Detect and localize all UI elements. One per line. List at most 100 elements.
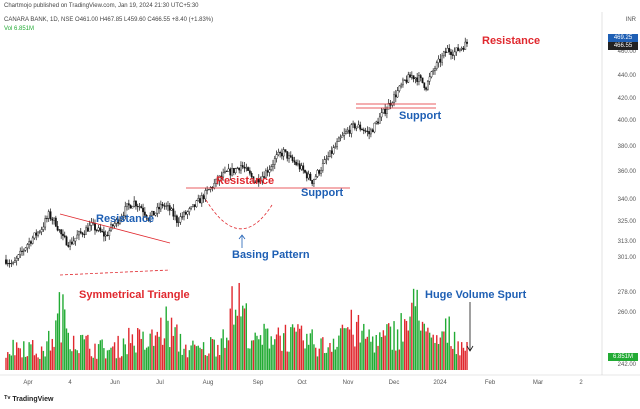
candle-body	[257, 178, 260, 183]
candle-body	[444, 51, 447, 53]
candle-body	[314, 176, 317, 180]
candle-body	[236, 167, 239, 169]
candle-body	[42, 226, 45, 230]
volume-bar	[21, 357, 23, 370]
x-tick-label: Aug	[202, 380, 214, 386]
resistance-mid-label: Resistance	[216, 175, 275, 187]
volume-bar	[450, 346, 452, 370]
candle-body	[218, 175, 221, 182]
candle-body	[263, 176, 265, 178]
volume-bar	[425, 331, 427, 370]
candle-body	[462, 47, 465, 50]
x-tick-label: 2024	[433, 380, 447, 386]
volume-bar	[348, 329, 351, 370]
volume-bar	[210, 337, 212, 370]
candle-body	[158, 206, 160, 210]
volume-bar	[201, 349, 203, 370]
candle-body	[321, 162, 324, 171]
candle-body	[108, 230, 111, 237]
candle-body	[167, 205, 169, 207]
volume-bar	[83, 339, 86, 370]
volume-bar	[412, 288, 415, 370]
candle-body	[76, 234, 79, 239]
volume-bar	[222, 329, 224, 370]
volume-bar	[281, 350, 283, 370]
candle-body	[126, 203, 128, 207]
candle-body	[28, 241, 31, 245]
volume-bar	[275, 334, 278, 370]
candle-body	[188, 208, 191, 212]
volume-bar	[55, 320, 57, 370]
candle-body	[266, 170, 269, 173]
volume-bar	[443, 331, 445, 370]
y-tick-label: 260.00	[617, 310, 636, 316]
volume-bar	[282, 333, 285, 370]
volume-bar	[432, 334, 434, 370]
volume-bar	[193, 344, 196, 370]
volume-bar	[40, 346, 43, 370]
candle-body	[37, 231, 39, 236]
candle-body	[113, 223, 116, 227]
volume-bar	[354, 346, 356, 370]
volume-bar	[204, 355, 207, 370]
volume-bar	[181, 354, 183, 370]
candle-body	[38, 231, 41, 233]
volume-bar	[386, 324, 388, 370]
candle-body	[106, 234, 109, 237]
candle-body	[272, 164, 274, 167]
volume-arrowhead	[466, 345, 474, 352]
volume-bar	[122, 338, 125, 370]
candle-body	[170, 208, 173, 211]
volume-bar	[35, 353, 37, 370]
volume-bar	[304, 348, 306, 370]
volume-bar	[186, 357, 189, 370]
volume-bar	[28, 342, 30, 370]
volume-bar	[391, 349, 393, 370]
volume-bar	[400, 313, 402, 370]
support-mid-label: Support	[301, 187, 344, 199]
candle-body	[247, 167, 249, 171]
volume-bar	[58, 292, 61, 370]
candle-body	[13, 260, 16, 263]
volume-bar	[176, 324, 178, 370]
y-tick-label: 242.00	[617, 362, 636, 368]
x-tick-label: 4	[68, 380, 72, 386]
x-tick-label: Mar	[532, 380, 544, 386]
x-tick-label: Sep	[252, 380, 264, 386]
volume-bar	[177, 351, 180, 370]
volume-bar	[121, 356, 123, 370]
candle-body	[430, 71, 433, 78]
volume-bar	[238, 282, 240, 370]
volume-bar	[434, 342, 436, 370]
candle-body	[140, 206, 143, 209]
volume-bar	[395, 350, 397, 370]
candle-body	[222, 172, 225, 178]
candle-body	[350, 124, 353, 134]
volume-bar	[88, 348, 91, 370]
volume-bar	[7, 352, 9, 370]
candle-body	[10, 263, 13, 265]
candle-body	[208, 189, 210, 191]
volume-bar	[53, 346, 55, 370]
candle-body	[197, 198, 200, 201]
volume-bar	[94, 343, 96, 370]
volume-bar	[226, 337, 228, 370]
volume-spurt-label: Huge Volume Spurt	[425, 289, 527, 301]
volume-bar	[33, 355, 36, 370]
candle-body	[323, 159, 326, 164]
volume-bar	[74, 349, 77, 370]
volume-bar	[106, 350, 109, 370]
triangle-lower-line	[59, 269, 171, 276]
volume-bar	[452, 348, 454, 370]
candle-body	[300, 165, 303, 170]
candle-body	[117, 219, 120, 224]
volume-bar	[329, 342, 331, 370]
candle-body	[464, 41, 467, 50]
candle-body	[298, 163, 301, 170]
volume-bar	[444, 318, 447, 370]
volume-box: 6.851M	[608, 353, 638, 361]
volume-bar	[113, 342, 116, 370]
volume-bar	[185, 344, 187, 370]
volume-bar	[250, 340, 253, 370]
volume-bar	[441, 331, 443, 370]
